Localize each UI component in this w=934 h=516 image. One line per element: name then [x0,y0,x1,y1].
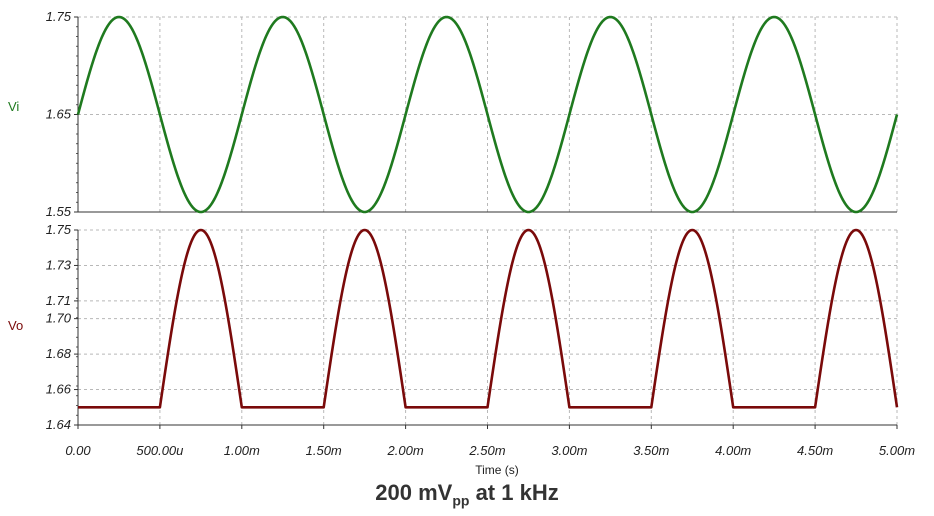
x-tick-label: 1.50m [306,443,342,458]
vi-y-tick-label: 1.55 [46,204,72,219]
x-axis-label: Time (s) [475,463,519,477]
vo-y-tick-label: 1.68 [46,346,72,361]
vo-y-tick-label: 1.66 [46,382,72,397]
vo-axis-label: Vo [8,318,23,333]
vi-axis-label: Vi [8,99,19,114]
x-tick-label: 3.00m [551,443,587,458]
vo-y-tick-label: 1.70 [46,311,72,326]
vo-y-tick-label: 1.64 [46,417,71,432]
vo-series-line [77,228,899,409]
vi-y-tick-label: 1.75 [46,9,72,24]
x-tick-label: 4.00m [715,443,751,458]
x-tick-label: 500.00u [136,443,183,458]
x-tick-label: 0.00 [65,443,91,458]
x-tick-label: 2.00m [387,443,424,458]
x-tick-label: 2.50m [468,443,505,458]
vo-y-tick-label: 1.73 [46,257,72,272]
x-tick-label: 5.00m [879,443,915,458]
x-tick-label: 3.50m [633,443,669,458]
vi-y-tick-label: 1.65 [46,107,72,122]
vo-y-tick-label: 1.71 [46,293,71,308]
vi-series-line [76,15,899,214]
x-tick-label: 1.00m [224,443,260,458]
vo-y-tick-label: 1.75 [46,222,72,237]
x-tick-label: 4.50m [797,443,833,458]
figure-caption: 200 mVpp at 1 kHz [375,480,559,509]
